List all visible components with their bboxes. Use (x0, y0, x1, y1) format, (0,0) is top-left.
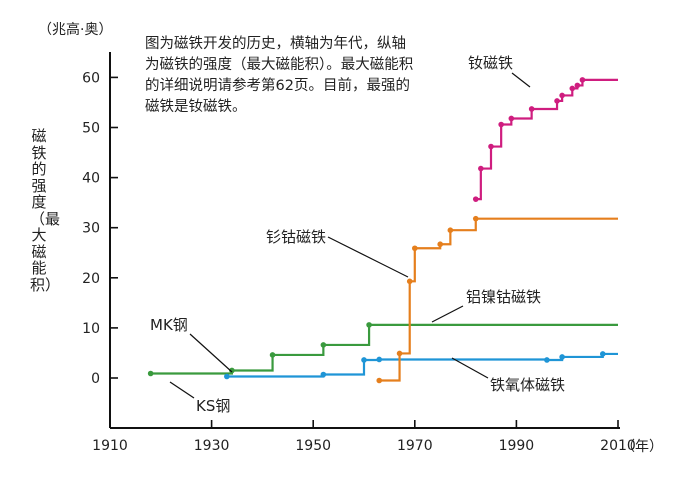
data-point (574, 82, 581, 89)
data-point (579, 77, 586, 83)
data-point (478, 165, 484, 172)
label-leader-line (189, 333, 233, 373)
y-tick-label: 20 (82, 271, 100, 287)
data-point (320, 371, 327, 378)
label-leader-line (431, 305, 464, 323)
x-tick-label: 1910 (92, 438, 128, 454)
data-point (406, 278, 413, 285)
data-point (396, 350, 403, 357)
data-point (376, 377, 383, 384)
data-point (544, 357, 550, 363)
data-point (554, 98, 560, 104)
x-tick-label: 1930 (194, 438, 230, 454)
series-label: 钕磁铁 (468, 54, 513, 72)
data-point (224, 373, 230, 380)
series-line (226, 352, 618, 378)
data-point (147, 370, 154, 377)
data-point (472, 196, 479, 202)
series-layer (147, 77, 618, 384)
series-label: MK钢 (150, 316, 188, 334)
data-point (508, 115, 515, 122)
data-point (488, 143, 494, 150)
x-tick-label: 1970 (397, 438, 433, 454)
label-leader-line (327, 236, 409, 278)
data-point (269, 352, 276, 358)
data-point (437, 241, 444, 248)
x-tick-label: 2010 (600, 438, 636, 454)
y-tick-label: 40 (82, 171, 100, 187)
axes: 0 10 20 30 40 50 60 1910 1930 1950 1970 1990 2010 (82, 52, 636, 454)
y-tick-label: 60 (82, 70, 100, 86)
y-unit-label: （兆高·奥） (38, 22, 113, 38)
x-tick-label: 1990 (499, 438, 535, 454)
data-point (447, 227, 454, 234)
y-tick-label: 10 (82, 321, 100, 337)
chart-annotation: 图为磁铁开发的历史，横轴为年代，纵轴为磁铁的强度（最大磁能积）。最大磁能积的详细… (145, 36, 414, 115)
data-point (366, 322, 372, 328)
label-leader-line (511, 72, 531, 88)
label-leader-line (169, 381, 195, 399)
series-line (150, 323, 618, 375)
series-label: KS钢 (196, 397, 230, 415)
y-tick-label: 30 (82, 221, 100, 237)
series-label: 铝镍钴磁铁 (466, 288, 541, 306)
y-tick-label: 50 (82, 121, 100, 137)
y-tick-label: 0 (91, 371, 100, 387)
label-leader-line (451, 357, 489, 379)
data-point (229, 367, 235, 374)
data-point (528, 106, 535, 112)
series-line (475, 78, 618, 201)
y-axis-title: 磁铁的强度（最大磁能积） (30, 127, 61, 294)
data-point (569, 85, 576, 92)
series-label: 钐钴磁铁 (266, 228, 326, 246)
data-point (376, 356, 383, 363)
data-point (599, 351, 606, 357)
data-point (559, 354, 565, 360)
data-point (320, 342, 327, 348)
series-label: 铁氧体磁铁 (490, 376, 565, 394)
x-unit-label: （年） (621, 439, 663, 455)
data-point (412, 245, 418, 252)
data-point (361, 357, 367, 363)
data-point (498, 121, 504, 128)
data-point (472, 215, 479, 222)
x-tick-label: 1950 (295, 438, 331, 454)
data-point (559, 92, 565, 99)
